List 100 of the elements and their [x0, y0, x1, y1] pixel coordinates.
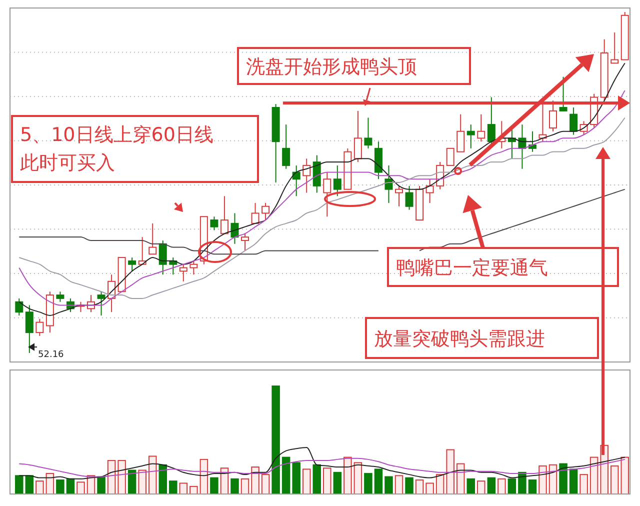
candlestick — [364, 117, 372, 149]
bar — [230, 478, 239, 494]
bar — [128, 470, 136, 494]
candlestick — [559, 76, 568, 112]
bar — [518, 472, 526, 494]
annotation: 此时可买入 — [20, 152, 115, 174]
annotation: 5、10日线上穿60日线 — [20, 124, 214, 146]
candlestick — [610, 32, 619, 64]
candlestick — [210, 216, 218, 231]
annotation: 放量突破鸭头需跟进 — [374, 328, 545, 350]
candlestick — [262, 202, 270, 221]
candlestick — [282, 124, 290, 170]
candlestick — [302, 158, 311, 194]
bar — [169, 480, 178, 494]
bar — [66, 478, 75, 494]
bar — [148, 456, 157, 494]
bar — [364, 472, 372, 494]
bar — [620, 456, 629, 494]
bar — [498, 478, 506, 494]
bar — [261, 474, 270, 494]
bar — [344, 456, 352, 494]
bar — [220, 468, 229, 494]
candlestick — [97, 291, 106, 316]
bar — [508, 478, 516, 494]
candlestick — [190, 260, 198, 276]
candlestick — [570, 106, 578, 136]
bar — [384, 476, 393, 494]
bar — [446, 449, 454, 494]
candlestick — [426, 178, 434, 204]
candlestick — [241, 233, 249, 252]
bar — [528, 479, 537, 494]
bar — [36, 480, 44, 494]
bar — [107, 460, 116, 494]
bar — [394, 475, 404, 494]
candlestick — [395, 185, 403, 207]
bar — [138, 470, 146, 494]
candlestick — [549, 100, 557, 132]
bar — [190, 486, 198, 494]
bar — [312, 464, 321, 494]
bar — [251, 466, 260, 494]
candlestick — [128, 257, 136, 272]
bar — [610, 465, 619, 494]
bar — [580, 474, 588, 494]
candlestick — [456, 114, 465, 152]
bar — [415, 479, 424, 494]
bar — [466, 478, 475, 494]
bar — [158, 464, 167, 494]
bar — [426, 482, 434, 494]
bar — [76, 482, 85, 494]
candlestick — [374, 141, 382, 180]
candlestick — [446, 148, 454, 166]
bar — [56, 479, 64, 494]
candlestick — [405, 185, 414, 210]
annotation: 52.16 — [38, 350, 64, 360]
annotation: 洗盘开始形成鸭头顶 — [246, 56, 417, 78]
bar — [292, 462, 300, 494]
candlestick — [36, 318, 44, 336]
candlestick — [148, 222, 157, 255]
bar — [374, 468, 383, 494]
bar — [590, 456, 598, 494]
candlestick — [323, 172, 332, 218]
bar — [477, 480, 486, 494]
candlestick — [477, 114, 486, 142]
candlestick — [312, 154, 321, 194]
bar — [569, 468, 578, 494]
candlestick — [354, 110, 362, 163]
bar — [118, 460, 126, 494]
bar — [456, 463, 465, 494]
bar — [333, 472, 342, 494]
bar — [405, 477, 414, 494]
candlestick — [220, 196, 228, 234]
bar — [179, 482, 188, 494]
candlestick — [251, 202, 260, 224]
bar — [210, 477, 218, 494]
bar — [282, 456, 290, 494]
bar — [97, 476, 106, 494]
bar — [436, 474, 444, 494]
bar — [354, 462, 362, 494]
bar — [538, 465, 547, 494]
candlestick — [15, 298, 24, 316]
candlestick — [56, 291, 64, 302]
bar — [272, 386, 280, 494]
candlestick — [333, 164, 342, 197]
annotation: 鸭嘴巴一定要通气 — [396, 257, 548, 279]
candlestick — [158, 240, 167, 276]
candlestick — [25, 304, 34, 354]
bar — [548, 464, 558, 494]
bar — [46, 472, 54, 494]
bar — [323, 468, 332, 494]
candlestick — [466, 124, 475, 149]
candlestick — [179, 264, 188, 282]
bar — [240, 478, 250, 494]
bar — [600, 444, 608, 494]
bar — [302, 468, 311, 494]
bar — [25, 475, 34, 494]
bar — [200, 458, 208, 494]
bar — [487, 477, 496, 494]
bar — [15, 475, 24, 494]
bar — [559, 463, 568, 494]
candlestick — [487, 96, 496, 146]
